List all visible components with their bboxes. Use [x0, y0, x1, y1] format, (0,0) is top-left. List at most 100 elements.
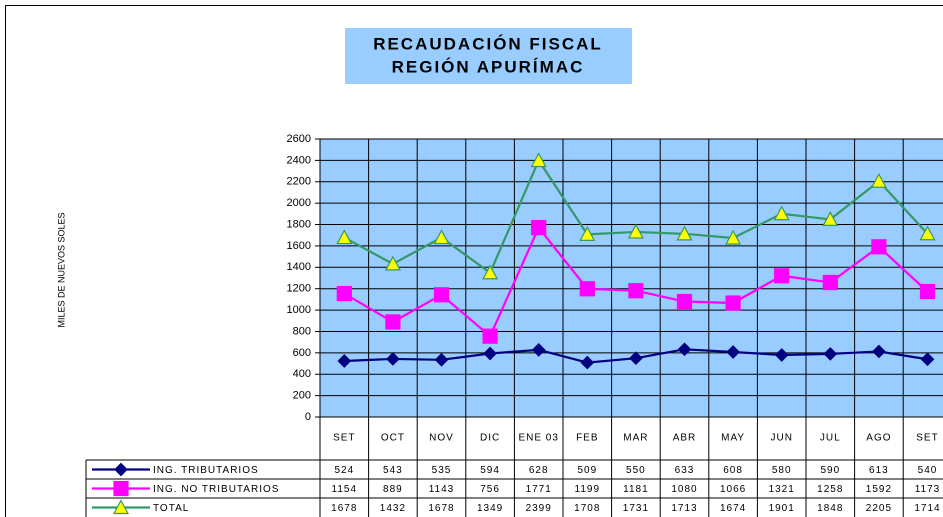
- y-tick-label: 2400: [287, 154, 311, 166]
- data-point: [629, 351, 643, 366]
- table-value: 633: [675, 465, 695, 476]
- table-value: 1154: [332, 484, 358, 495]
- x-tick-label: MAY: [721, 433, 745, 444]
- data-point: [726, 345, 740, 359]
- table-value: 1321: [769, 484, 795, 495]
- data-point: [920, 352, 935, 367]
- chart-border: [5, 5, 943, 517]
- table-value: 608: [723, 465, 743, 476]
- data-point: [773, 205, 790, 221]
- data-point: [386, 352, 400, 366]
- table-value: 550: [626, 465, 646, 476]
- table-value: 889: [383, 484, 403, 495]
- y-tick-label: 2000: [287, 197, 311, 209]
- legend-label: TOTAL: [153, 503, 189, 514]
- y-axis-label: MILES DE NUEVOS SOLES: [56, 212, 66, 327]
- data-point: [530, 152, 547, 168]
- x-tick-label: MAR: [623, 433, 648, 444]
- data-point: [774, 348, 789, 362]
- data-point: [919, 283, 936, 300]
- data-point: [676, 225, 693, 241]
- data-point: [531, 343, 546, 357]
- table-value: 2399: [526, 503, 552, 514]
- data-point: [725, 295, 741, 311]
- data-point: [434, 352, 449, 367]
- y-tick-label: 1400: [287, 261, 311, 273]
- table-value: 1771: [526, 484, 552, 495]
- data-point: [725, 229, 742, 245]
- table-value: 1066: [720, 484, 746, 495]
- table-value: 756: [480, 484, 500, 495]
- table-value: 1181: [623, 484, 649, 495]
- y-tick-label: 800: [293, 325, 311, 337]
- x-tick-label: AGO: [866, 433, 891, 444]
- data-point: [871, 239, 887, 255]
- table-value: 509: [577, 465, 597, 476]
- data-point: [336, 286, 352, 302]
- data-point: [483, 346, 497, 361]
- data-point: [337, 354, 352, 368]
- data-point: [823, 347, 838, 361]
- table-value: 590: [820, 465, 840, 476]
- x-tick-label: JUL: [820, 433, 841, 444]
- data-point: [628, 283, 644, 299]
- table-value: 1848: [817, 503, 843, 514]
- data-point: [384, 255, 401, 271]
- y-tick-label: 600: [293, 347, 311, 359]
- table-value: 1901: [769, 503, 795, 514]
- x-tick-label: OCT: [381, 433, 405, 444]
- legend-label: ING. NO TRIBUTARIOS: [153, 484, 279, 495]
- data-point: [482, 328, 498, 344]
- data-point: [580, 355, 595, 370]
- x-tick-label: FEB: [576, 433, 598, 444]
- data-point: [385, 314, 401, 330]
- table-value: 543: [383, 465, 403, 476]
- x-tick-label: SET: [333, 433, 355, 444]
- x-tick-label: JUN: [770, 433, 792, 444]
- table-value: 613: [869, 465, 889, 476]
- table-value: 628: [529, 465, 549, 476]
- table-value: 1713: [671, 503, 697, 514]
- data-point: [482, 264, 499, 280]
- table-value: 1349: [477, 503, 503, 514]
- table-value: 1173: [915, 484, 941, 495]
- table-value: 2205: [866, 503, 892, 514]
- table-value: 594: [480, 465, 500, 476]
- legend-marker: [112, 499, 130, 515]
- data-point: [870, 172, 887, 188]
- y-tick-label: 1600: [287, 240, 311, 252]
- x-tick-label: DIC: [480, 433, 500, 444]
- y-tick-label: 2200: [287, 176, 311, 188]
- table-value: 1432: [380, 503, 406, 514]
- y-tick-label: 200: [293, 390, 311, 402]
- x-tick-label: ENE 03: [518, 433, 558, 444]
- table-value: 1678: [331, 503, 357, 514]
- legend-marker: [114, 462, 128, 477]
- x-tick-label: ABR: [673, 433, 697, 444]
- table-value: 1714: [914, 503, 940, 514]
- table-value: 1674: [720, 503, 746, 514]
- data-point: [433, 287, 450, 303]
- table-value: 1143: [429, 484, 455, 495]
- table-value: 535: [432, 465, 452, 476]
- table-value: 540: [918, 465, 938, 476]
- y-tick-label: 1800: [287, 218, 311, 230]
- table-value: 1258: [817, 484, 843, 495]
- y-tick-label: 1000: [287, 304, 311, 316]
- y-tick-label: 0: [305, 411, 311, 423]
- data-point: [822, 211, 839, 227]
- data-point: [433, 229, 450, 245]
- legend-label: ING. TRIBUTARIOS: [153, 465, 259, 476]
- table-value: 1080: [671, 484, 697, 495]
- table-value: 1678: [428, 503, 454, 514]
- plot-area: [320, 139, 943, 417]
- table-value: 1708: [574, 503, 600, 514]
- chart-subtitle: REGIÓN APURÍMAC: [392, 57, 585, 76]
- title-box: [345, 28, 632, 84]
- data-point: [872, 344, 886, 359]
- data-point: [676, 293, 693, 310]
- y-tick-label: 2600: [287, 133, 311, 145]
- table-value: 524: [334, 465, 354, 476]
- data-point: [822, 274, 838, 291]
